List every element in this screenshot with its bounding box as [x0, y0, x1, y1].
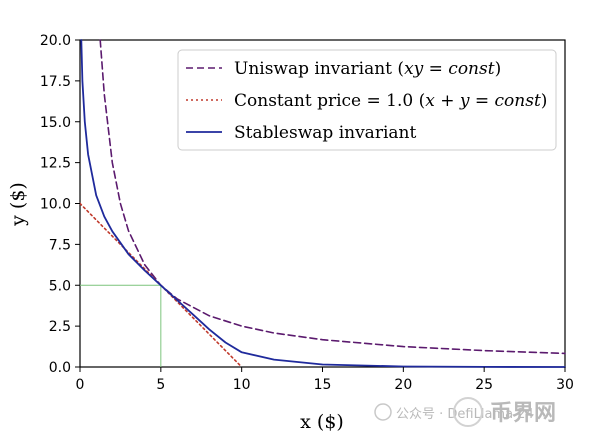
- legend-label-0: Uniswap invariant (xy = const): [234, 59, 501, 79]
- x-tick-label: 25: [475, 377, 493, 393]
- y-tick-label: 0.0: [49, 360, 71, 376]
- guide-lines: [80, 284, 162, 367]
- legend-box: [177, 49, 557, 151]
- x-tick-label: 20: [394, 377, 412, 393]
- x-axis-label: x ($): [300, 411, 344, 433]
- y-tick-label: 12.5: [40, 156, 71, 172]
- watermark-icon: [374, 403, 392, 421]
- y-tick-label: 7.5: [49, 237, 71, 253]
- y-tick-label: 2.5: [49, 319, 71, 335]
- x-tick-label: 0: [76, 377, 85, 393]
- y-axis-label: y ($): [7, 182, 29, 227]
- legend-label-2: Stableswap invariant: [234, 123, 416, 143]
- legend: Uniswap invariant (xy = const) Constant p…: [177, 49, 557, 151]
- x-tick-label: 15: [314, 377, 332, 393]
- legend-label-1: Constant price = 1.0 (x + y = const): [234, 91, 547, 111]
- series-line-2: [80, 39, 566, 368]
- series-layer: [79, 39, 566, 368]
- watermark-brand: 币界网: [490, 401, 556, 426]
- y-tick-label: 10.0: [40, 197, 71, 213]
- y-tick-label: 5.0: [49, 278, 71, 294]
- watermark: 公众号 · DefiLlama 24 币界网: [374, 397, 556, 427]
- y-tick-label: 17.5: [40, 74, 71, 90]
- x-axis: 0 5 10 15 20 25 30: [76, 367, 574, 393]
- y-tick-label: 20.0: [40, 33, 71, 49]
- x-tick-label: 5: [156, 377, 165, 393]
- y-tick-label: 15.0: [40, 115, 71, 131]
- y-axis: 0.0 2.5 5.0 7.5 10.0 12.5 15.0 17.5 20.0: [40, 33, 80, 376]
- x-tick-label: 10: [233, 377, 251, 393]
- x-tick-label: 30: [556, 377, 574, 393]
- watermark-logo-icon: [453, 397, 483, 427]
- watermark-text: 公众号 · DefiLlama 24: [396, 407, 534, 422]
